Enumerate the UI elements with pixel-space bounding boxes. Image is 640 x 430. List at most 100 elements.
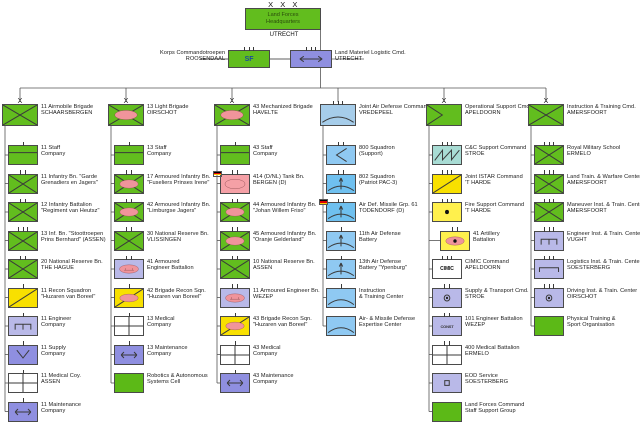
col-joint-air-defense-item-2[interactable]: Air Def. Missile Grp. 61 TODENDORF (D) [319, 198, 418, 222]
col-43-mechanized-item-4-label: 10 National Reserve Bn. ASSEN [253, 259, 315, 272]
col-11-airmobile-item-4[interactable]: 20 National Reserve Bn. THE HAGUE [8, 255, 103, 279]
col-joint-air-defense-item-6[interactable]: Air- & Missile Defense Expertise Center [326, 316, 415, 336]
col-operational-support-item-5[interactable]: Supply & Transport Cmd. STROE [432, 284, 529, 308]
col-13-light-item-5[interactable]: 42 Brigade Recon Sqn. "Huzaren van Boreel… [114, 284, 206, 308]
col-13-light-item-7[interactable]: 13 Maintenance Company [114, 341, 188, 365]
col-43-mechanized-item-5[interactable]: 11 Armoured Engineer Bn. WEZEP [220, 284, 320, 308]
col-43-mechanized-item-4-symbol [220, 255, 250, 279]
col-operational-support-item-8[interactable]: EOD Service SOESTERBERG [432, 373, 508, 393]
col-operational-support-item-6[interactable]: CONST 101 Engineer Battalion WEZEP [432, 312, 523, 336]
col-joint-air-defense-item-6-symbol [326, 316, 356, 336]
col-11-airmobile-item-6-label: 11 Engineer Company [41, 316, 72, 329]
col-11-airmobile-item-8[interactable]: 11 Medical Coy. ASSEN [8, 369, 82, 393]
col-43-mechanized-label: 43 Mechanized Brigade HAVELTE [253, 104, 313, 117]
col-operational-support-item-9[interactable]: Land Forces Command Staff Support Group [432, 401, 525, 422]
col-13-light-item-4[interactable]: 41 Armoured Engineer Battalion [114, 255, 194, 279]
col-instruction-training-item-2-label: Maneuver Inst. & Train. Center AMERSFOORT [567, 202, 640, 215]
col-operational-support-header[interactable]: X Operational Support Cmd. APELDOORN [426, 98, 532, 126]
col-operational-support-item-0[interactable]: C&C Support Command STROE [432, 141, 526, 165]
col-43-mechanized-symbol: X [214, 98, 250, 126]
col-13-light-item-1-label: 17 Armoured Infantry Bn. "Fuseliers Prins… [147, 173, 211, 186]
col-11-airmobile-item-7[interactable]: 11 Supply Company [8, 341, 66, 365]
col-joint-air-defense-label: Joint Air Defense Command VREDEPEEL [359, 104, 430, 117]
col-43-mechanized-item-7[interactable]: 43 Medical Company [220, 341, 281, 365]
col-13-light-item-0-symbol [114, 141, 144, 165]
col-11-airmobile-item-9[interactable]: 11 Maintenance Company [8, 398, 81, 422]
col-operational-support-symbol: X [426, 98, 462, 126]
col-operational-support-item-3-symbol [440, 227, 470, 251]
col-instruction-training-item-0[interactable]: Royal Military School ERMELO [534, 141, 620, 165]
col-43-mechanized-item-1[interactable]: 414 (D/NL) Tank Bn. BERGEN (D) [213, 170, 305, 194]
col-13-light-item-1[interactable]: 17 Armoured Infantry Bn. "Fuseliers Prins… [114, 170, 211, 194]
col-operational-support-item-6-symbol: CONST [432, 312, 462, 336]
col-43-mechanized-item-4[interactable]: 10 National Reserve Bn. ASSEN [220, 255, 315, 279]
col-joint-air-defense-symbol [320, 100, 356, 126]
col-operational-support-item-9-label: Land Forces Command Staff Support Group [465, 401, 525, 414]
col-joint-air-defense-item-1[interactable]: 802 Squadron (Patriot PAC-3) [326, 170, 397, 194]
col-13-light-header[interactable]: X 13 Light Brigade OIRSCHOT [108, 98, 189, 126]
col-13-light-item-1-symbol [114, 170, 144, 194]
col-11-airmobile-item-0-label: 11 Staff Company [41, 145, 66, 158]
col-43-mechanized-item-0[interactable]: 43 Staff Company [220, 141, 277, 165]
col-joint-air-defense-item-2-symbol [319, 198, 356, 222]
col-joint-air-defense-item-3[interactable]: 11th Air Defense Battery [326, 227, 401, 251]
col-instruction-training-item-1[interactable]: Land Train. & Warfare Center AMERSFOORT [534, 170, 640, 194]
col-joint-air-defense-item-5[interactable]: Instruction & Training Center [326, 284, 403, 308]
col-13-light-item-2[interactable]: 42 Armoured Infantry Bn. "Limburgse Jager… [114, 198, 210, 222]
col-11-airmobile-item-1-symbol [8, 170, 38, 194]
sf-text: SF [244, 55, 254, 63]
col-13-light-item-0-label: 13 Staff Company [147, 145, 172, 158]
col-11-airmobile-item-7-label: 11 Supply Company [41, 344, 66, 357]
col-instruction-training-item-3-label: Engineer Inst. & Train. Center VUGHT [567, 230, 640, 243]
col-43-mechanized-header[interactable]: X 43 Mechanized Brigade HAVELTE [214, 98, 313, 126]
col-43-mechanized-item-2[interactable]: 44 Armoured Infantry Bn. "Johan Willem Fr… [220, 198, 316, 222]
col-instruction-training-item-3[interactable]: Engineer Inst. & Train. Center VUGHT [534, 227, 640, 251]
col-11-airmobile-item-0[interactable]: 11 Staff Company [8, 141, 66, 165]
col-operational-support-item-7[interactable]: 400 Medical Battalion ERMELO [432, 341, 520, 365]
col-operational-support-item-4[interactable]: CIMIC CIMIC Command APELDOORN [432, 255, 509, 279]
col-11-airmobile-item-8-label: 11 Medical Coy. ASSEN [41, 373, 82, 386]
col-operational-support-item-5-symbol [432, 284, 462, 308]
col-instruction-training-item-5[interactable]: Driving Inst. & Train. Center OIRSCHOT [534, 284, 637, 308]
col-joint-air-defense-item-0[interactable]: 800 Squadron (Support) [326, 141, 395, 165]
col-joint-air-defense-item-0-symbol [326, 141, 356, 165]
col-43-mechanized-item-3[interactable]: 45 Armoured Infantry Bn. "Oranje Gelderla… [220, 227, 317, 251]
col-11-airmobile-item-6[interactable]: 11 Engineer Company [8, 312, 72, 336]
col-43-mechanized-item-3-label: 45 Armoured Infantry Bn. "Oranje Gelderla… [253, 230, 317, 243]
col-operational-support-item-3[interactable]: 41 Artillery Battalion [440, 227, 500, 251]
col-instruction-training-item-6[interactable]: Physical Training & Sport Organisation [534, 316, 616, 336]
col-operational-support-item-1[interactable]: Joint ISTAR Command 'T HARDE [432, 170, 523, 194]
col-11-airmobile-item-2[interactable]: 12 Infantry Battalion "Regiment van Heuts… [8, 198, 100, 222]
construction-text: CONST [440, 323, 454, 329]
col-13-light-item-3[interactable]: 30 National Reserve Bn. VLISSINGEN [114, 227, 209, 251]
land-materiel-logistic-cmd[interactable]: Land Materiel Logistic Cmd. UTRECHT [290, 46, 406, 68]
col-instruction-training-symbol: X [528, 98, 564, 126]
col-43-mechanized-item-8-label: 43 Maintenance Company [253, 373, 294, 386]
col-43-mechanized-item-6[interactable]: 43 Brigade Recon Sqn. "Huzaren van Boreel… [220, 312, 312, 336]
col-operational-support-item-2[interactable]: Fire Support Command 'T HARDE [432, 198, 524, 222]
col-joint-air-defense-item-4-symbol [326, 255, 356, 279]
col-operational-support-label: Operational Support Cmd. APELDOORN [465, 104, 532, 117]
col-instruction-training-item-2[interactable]: Maneuver Inst. & Train. Center AMERSFOORT [534, 198, 640, 222]
col-11-airmobile-item-7-symbol [8, 341, 38, 365]
col-13-light-item-0[interactable]: 13 Staff Company [114, 141, 172, 165]
col-joint-air-defense-header[interactable]: Joint Air Defense Command VREDEPEEL [320, 100, 430, 126]
col-11-airmobile-item-9-symbol [8, 398, 38, 422]
col-13-light-item-5-label: 42 Brigade Recon Sqn. "Huzaren van Boreel… [147, 287, 206, 300]
col-13-light-item-7-symbol [114, 341, 144, 365]
col-13-light-item-8[interactable]: Robotics & Autonomous Systems Cell [114, 373, 208, 393]
col-11-airmobile-item-5[interactable]: 11 Recon Squadron "Huzaren van Boreel" [8, 284, 95, 308]
col-11-airmobile-header[interactable]: X 11 Airmobile Brigade SCHAARSBERGEN [2, 98, 93, 126]
col-joint-air-defense-item-4[interactable]: 13th Air Defense Battery "Ypenburg" [326, 255, 407, 279]
col-13-light-echelon: X [123, 97, 129, 105]
col-13-light-item-4-symbol [114, 255, 144, 279]
land-forces-headquarters[interactable]: X X X Land Forces Headquarters UTRECHT [245, 0, 321, 38]
col-11-airmobile-item-1[interactable]: 11 Infantry Bn. "Garde Grenadiers en Jage… [8, 170, 98, 194]
col-instruction-training-item-4[interactable]: Logistics Inst. & Train. Center SOESTERBE… [534, 255, 640, 279]
col-43-mechanized-item-3-symbol [220, 227, 250, 251]
col-43-mechanized-item-8[interactable]: 43 Maintenance Company [220, 369, 294, 393]
korps-commandotroepen[interactable]: Korps Commandotroepen ROOSENDAAL SF [160, 46, 271, 68]
col-13-light-item-6[interactable]: 13 Medical Company [114, 312, 175, 336]
col-11-airmobile-item-3[interactable]: 13 Inf. Bn. "Stoottroepen Prins Bernhard"… [8, 227, 106, 251]
col-instruction-training-header[interactable]: X Instruction & Training Cmd. AMERSFOORT [528, 98, 636, 126]
